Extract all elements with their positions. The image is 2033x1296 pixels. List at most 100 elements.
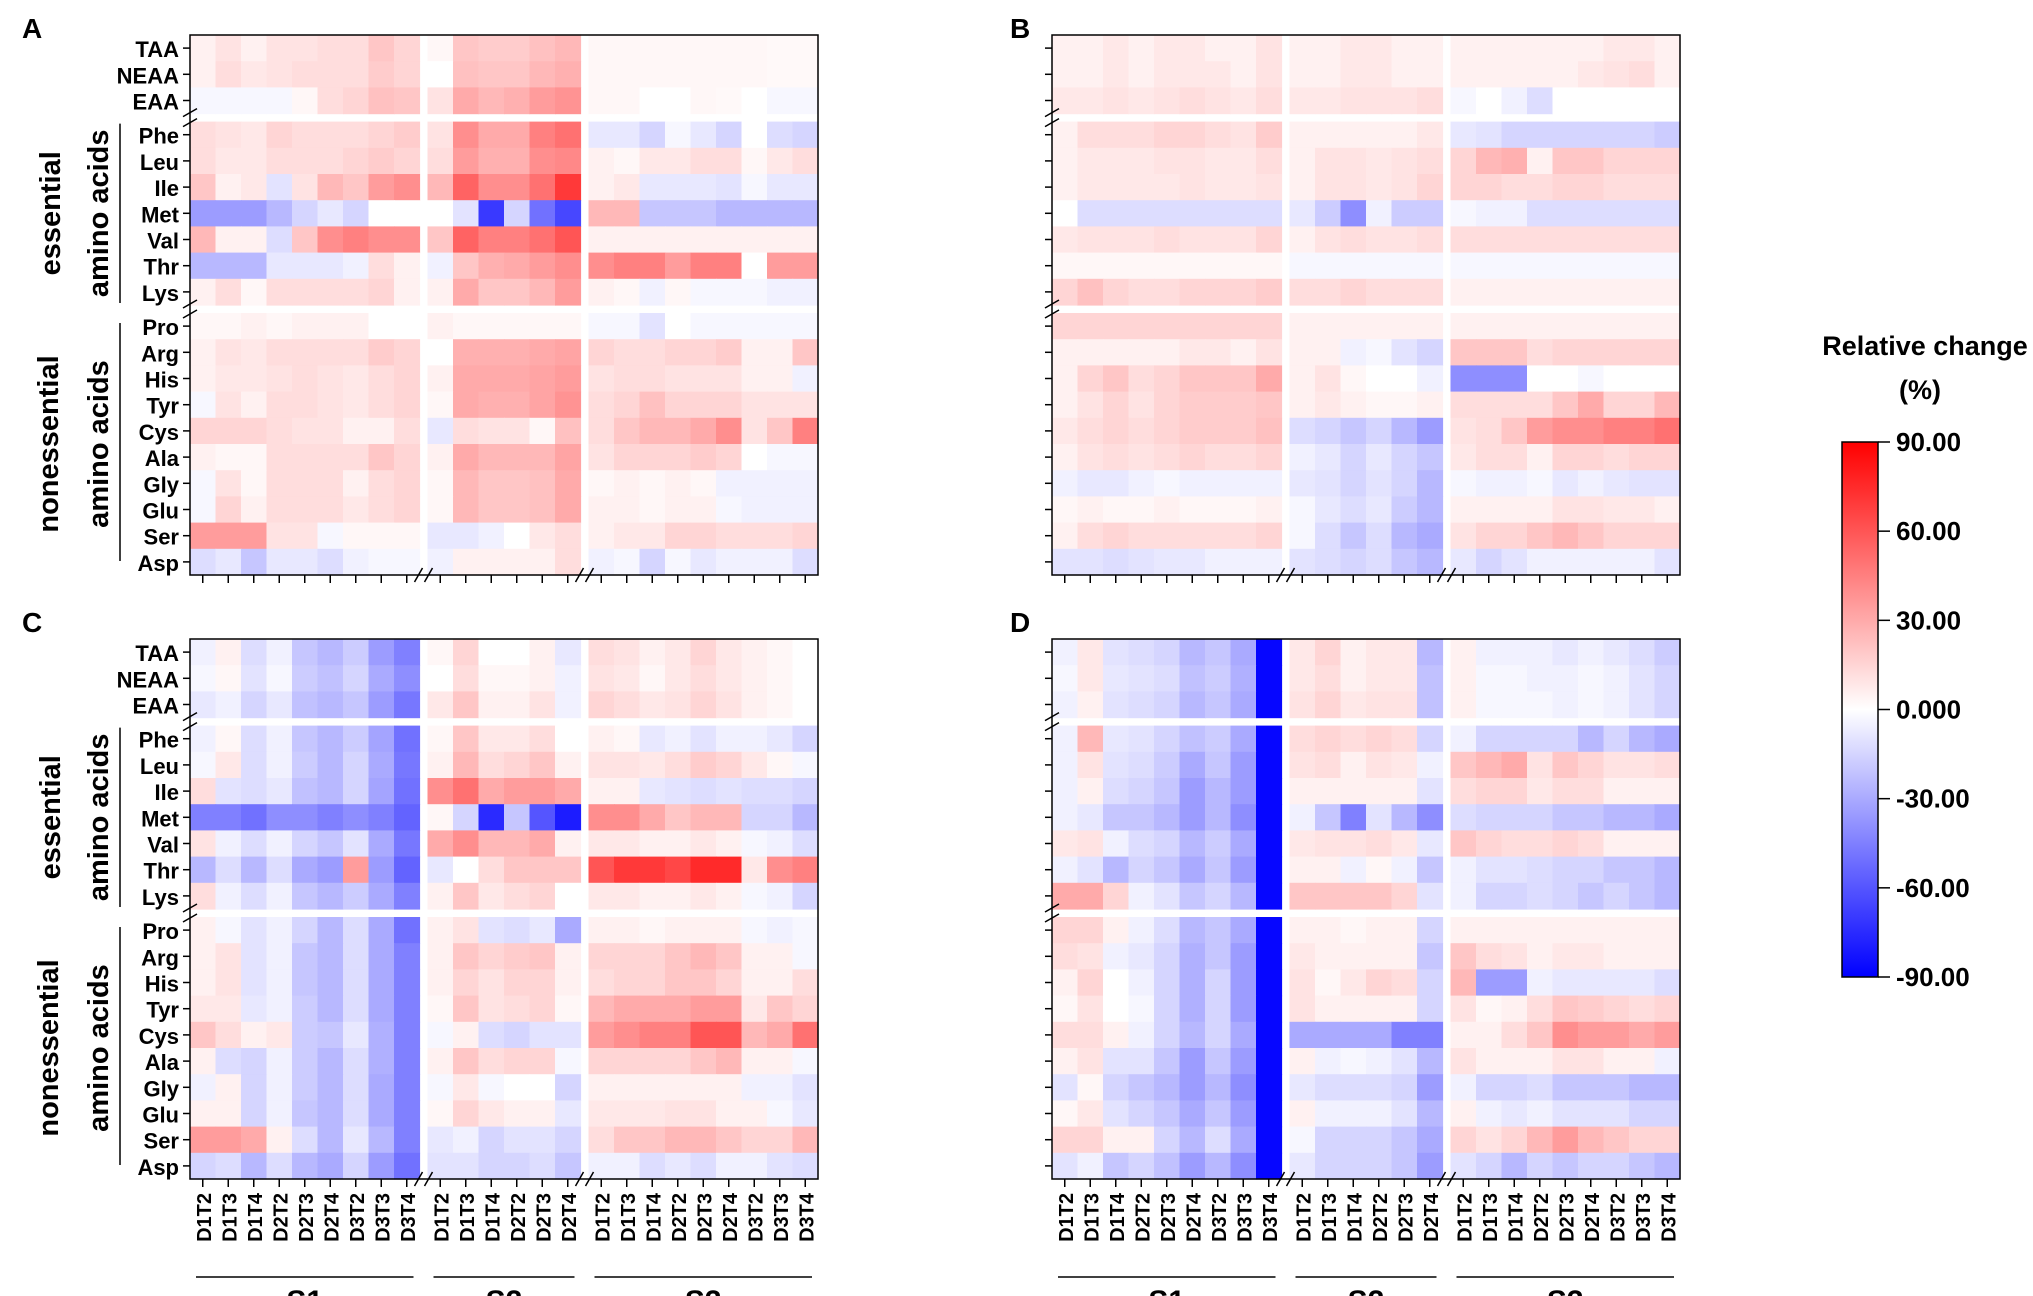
- heatmap-cell: [1256, 87, 1283, 115]
- heatmap-cell: [504, 35, 531, 62]
- heatmap-cell: [529, 778, 556, 805]
- heatmap-cell: [1450, 417, 1477, 445]
- column-label: D2T3: [296, 1193, 318, 1242]
- heatmap-cell: [1205, 1152, 1232, 1180]
- heatmap-cell: [1476, 830, 1503, 858]
- heatmap-cell: [1501, 365, 1528, 393]
- heatmap-cell: [266, 61, 293, 88]
- heatmap-cell: [266, 496, 293, 524]
- panel-letter: A: [22, 13, 42, 44]
- heatmap-cell: [639, 147, 666, 175]
- heatmap-cell: [716, 35, 743, 62]
- heatmap-cell: [792, 1074, 819, 1101]
- heatmap-cell: [690, 943, 717, 970]
- x-axis-break: [1436, 567, 1447, 583]
- heatmap-cell: [1603, 87, 1630, 115]
- heatmap-cell: [690, 121, 717, 149]
- heatmap-cell: [614, 1048, 641, 1075]
- heatmap-cell: [343, 278, 370, 306]
- heatmap-cell: [690, 174, 717, 201]
- heatmap-cell: [555, 200, 582, 227]
- heatmap-cell: [1603, 147, 1630, 175]
- heatmap-cell: [1552, 548, 1579, 576]
- heatmap-cell: [368, 995, 395, 1023]
- heatmap-cell: [1366, 339, 1393, 366]
- heatmap-cell: [504, 804, 531, 831]
- heatmap-cell: [639, 1126, 666, 1154]
- heatmap-cell: [1450, 339, 1477, 366]
- heatmap-cell: [1417, 61, 1444, 88]
- heatmap-cell: [394, 665, 421, 692]
- y-axis-break: [182, 721, 198, 732]
- heatmap-cell: [1629, 1126, 1656, 1154]
- heatmap-cell: [504, 725, 531, 753]
- heatmap-cell: [1578, 1126, 1605, 1154]
- heatmap-cell: [1366, 35, 1393, 62]
- heatmap-cell: [1603, 391, 1630, 419]
- heatmap-cell: [1450, 969, 1477, 997]
- heatmap-cell: [1256, 121, 1283, 149]
- column-label: D3T3: [771, 1193, 793, 1242]
- heatmap-cell: [665, 444, 692, 471]
- heatmap-cell: [1256, 470, 1283, 497]
- heatmap-cell: [716, 226, 743, 254]
- heatmap-cell: [690, 61, 717, 88]
- heatmap-cell: [317, 278, 344, 306]
- heatmap-cell: [1527, 882, 1554, 910]
- heatmap-cell: [292, 200, 319, 227]
- heatmap-cell: [190, 174, 217, 201]
- heatmap-cell: [1629, 444, 1656, 471]
- heatmap-cell: [1366, 856, 1393, 884]
- heatmap-cell: [1289, 61, 1316, 88]
- heatmap-cell: [1603, 1126, 1630, 1154]
- heatmap-cell: [1366, 278, 1393, 306]
- heatmap-cell: [190, 751, 217, 779]
- heatmap-cell: [555, 417, 582, 445]
- heatmap-cell: [427, 856, 454, 884]
- heatmap-cell: [1391, 365, 1418, 393]
- heatmap-cell: [1552, 339, 1579, 366]
- heatmap-cell: [453, 639, 480, 666]
- heatmap-cell: [639, 882, 666, 910]
- heatmap-cell: [665, 943, 692, 970]
- heatmap-cell: [741, 804, 768, 831]
- heatmap-cell: [1103, 470, 1130, 497]
- heatmap-cell: [1103, 1100, 1130, 1128]
- heatmap-cell: [588, 725, 615, 753]
- heatmap-cell: [665, 1100, 692, 1128]
- heatmap-cell: [368, 35, 395, 62]
- heatmap-cell: [1417, 943, 1444, 970]
- heatmap-cell: [588, 691, 615, 719]
- heatmap-cell: [716, 417, 743, 445]
- heatmap-cell: [767, 969, 794, 997]
- heatmap-cell: [1417, 751, 1444, 779]
- heatmap-cell: [555, 917, 582, 944]
- heatmap-cell: [292, 252, 319, 280]
- heatmap-cell: [1501, 313, 1528, 340]
- heatmap-cell: [588, 496, 615, 524]
- heatmap-cell: [266, 365, 293, 393]
- heatmap-cell: [1654, 917, 1681, 944]
- heatmap-cell: [1205, 61, 1232, 88]
- heatmap-cell: [368, 278, 395, 306]
- heatmap-cell: [1578, 665, 1605, 692]
- heatmap-cell: [1578, 391, 1605, 419]
- heatmap-cell: [190, 1100, 217, 1128]
- heatmap-cell: [504, 470, 531, 497]
- heatmap-cell: [1654, 1021, 1681, 1049]
- colorbar-tick-label: -30.00: [1896, 784, 1970, 814]
- heatmap-cell: [266, 339, 293, 366]
- heatmap-cell: [190, 969, 217, 997]
- column-label: D1T4: [643, 1192, 665, 1242]
- heatmap-cell: [1256, 882, 1283, 910]
- heatmap-cell: [190, 943, 217, 970]
- heatmap-cell: [529, 61, 556, 88]
- heatmap-cell: [614, 313, 641, 340]
- heatmap-cell: [1366, 444, 1393, 471]
- column-label: D3T4: [398, 1192, 420, 1242]
- heatmap-cell: [1077, 35, 1104, 62]
- heatmap-cell: [1366, 830, 1393, 858]
- heatmap-cell: [1052, 121, 1079, 149]
- heatmap-cell: [394, 639, 421, 666]
- heatmap-cell: [1629, 417, 1656, 445]
